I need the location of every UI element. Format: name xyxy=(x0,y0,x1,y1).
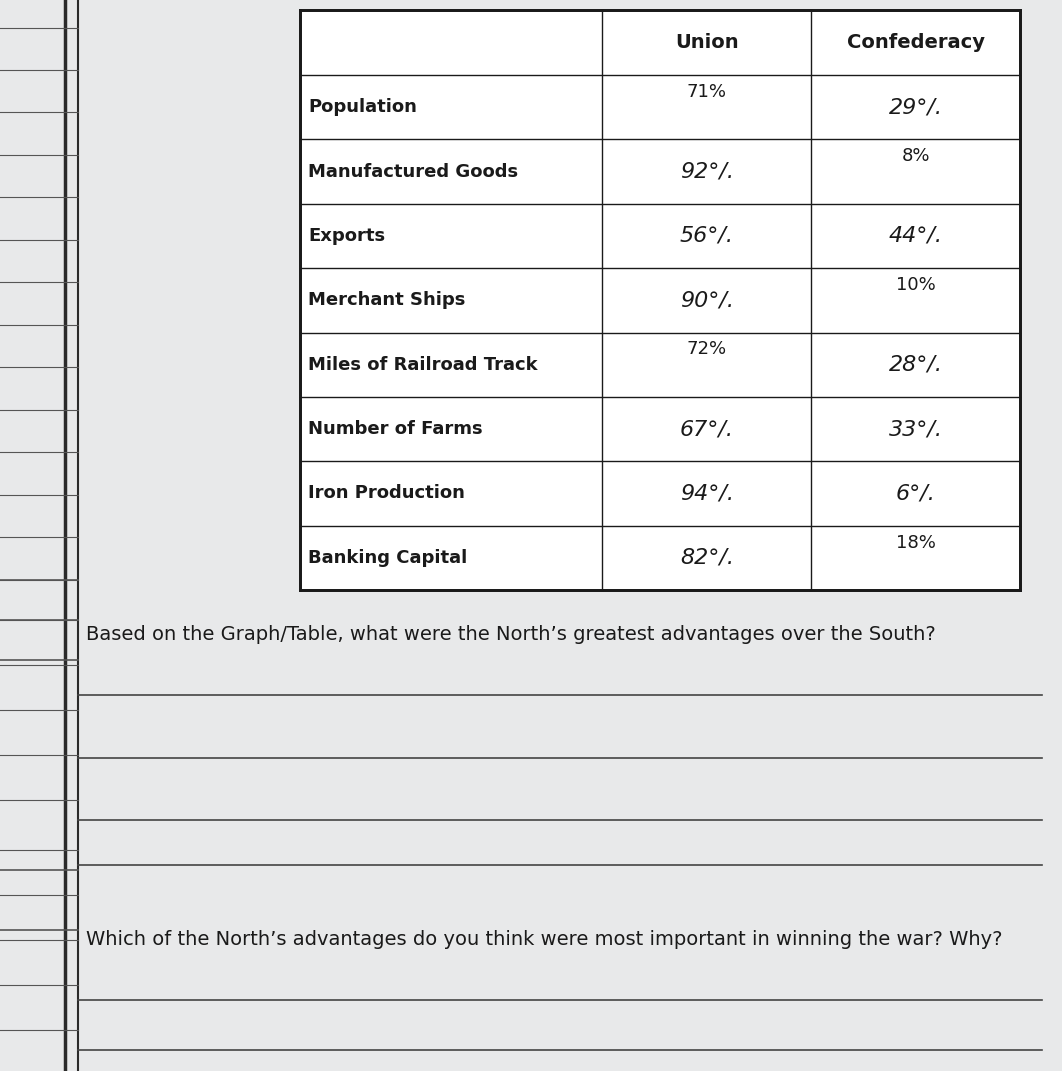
Text: 92°/.: 92°/. xyxy=(680,162,734,182)
Text: Union: Union xyxy=(675,33,738,52)
Text: Population: Population xyxy=(308,99,417,116)
Text: 71%: 71% xyxy=(687,82,726,101)
Text: 10%: 10% xyxy=(895,276,936,295)
Text: 82°/.: 82°/. xyxy=(680,547,734,568)
Text: 44°/.: 44°/. xyxy=(889,226,943,246)
Text: 8%: 8% xyxy=(902,148,930,165)
Text: Number of Farms: Number of Farms xyxy=(308,420,482,438)
Text: Exports: Exports xyxy=(308,227,386,245)
Bar xyxy=(299,10,1020,590)
Text: Miles of Railroad Track: Miles of Railroad Track xyxy=(308,356,537,374)
Text: 6°/.: 6°/. xyxy=(895,483,936,503)
Text: 56°/.: 56°/. xyxy=(680,226,734,246)
Text: 18%: 18% xyxy=(895,533,936,552)
Text: Confederacy: Confederacy xyxy=(846,33,984,52)
Text: 33°/.: 33°/. xyxy=(889,419,943,439)
Text: 94°/.: 94°/. xyxy=(680,483,734,503)
Text: Banking Capital: Banking Capital xyxy=(308,548,467,567)
Text: 90°/.: 90°/. xyxy=(680,290,734,311)
Text: Iron Production: Iron Production xyxy=(308,484,465,502)
Text: 28°/.: 28°/. xyxy=(889,355,943,375)
Text: Manufactured Goods: Manufactured Goods xyxy=(308,163,518,181)
Text: Based on the Graph/Table, what were the North’s greatest advantages over the Sou: Based on the Graph/Table, what were the … xyxy=(86,625,936,644)
Text: Merchant Ships: Merchant Ships xyxy=(308,291,465,310)
Text: 72%: 72% xyxy=(687,341,726,359)
Text: Which of the North’s advantages do you think were most important in winning the : Which of the North’s advantages do you t… xyxy=(86,930,1003,949)
Text: 29°/.: 29°/. xyxy=(889,97,943,117)
Text: 67°/.: 67°/. xyxy=(680,419,734,439)
